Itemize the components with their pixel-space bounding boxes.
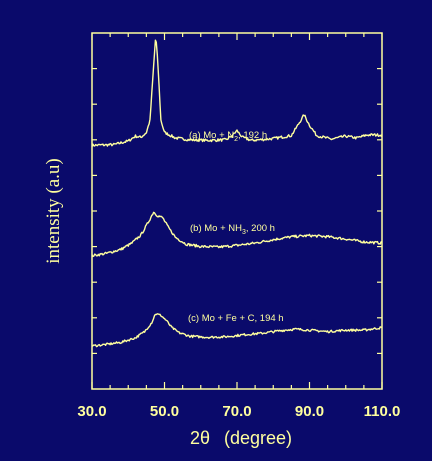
series-line	[91, 39, 383, 147]
x-axis-title-main: 2θ	[190, 428, 210, 448]
series-label: (a) Mo + N2, 192 h	[189, 130, 267, 143]
x-tick-label: 90.0	[295, 403, 324, 420]
x-axis-title: 2θ (degree)	[190, 428, 292, 448]
x-tick-label: 50.0	[150, 403, 179, 420]
x-tick-labels: 30.0 50.0 70.0 90.0 110.0	[77, 403, 400, 420]
series-line	[91, 313, 382, 348]
series-label: (b) Mo + NH3, 200 h	[190, 223, 275, 236]
series-labels: (a) Mo + N2, 192 h (b) Mo + NH3, 200 h (c)…	[188, 130, 284, 324]
y-axis-title: intensity (a.u)	[43, 158, 64, 264]
x-tick-label: 30.0	[77, 403, 106, 420]
series-label: (c) Mo + Fe + C, 194 h	[188, 313, 284, 324]
series-lines	[91, 39, 383, 348]
x-tick-label: 70.0	[222, 403, 251, 420]
series-line	[91, 211, 383, 258]
x-axis-title-unit: (degree)	[224, 428, 292, 448]
axis-ticks	[91, 33, 383, 389]
x-tick-label: 110.0	[364, 403, 401, 420]
